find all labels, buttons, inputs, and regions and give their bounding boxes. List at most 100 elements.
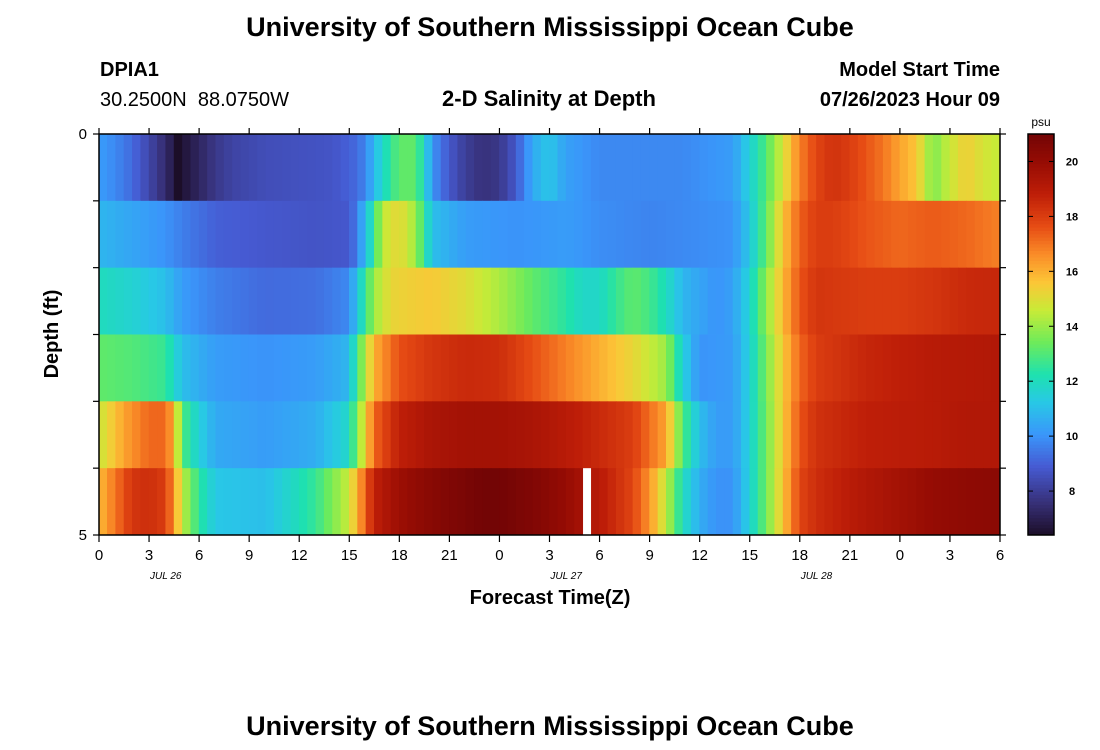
- heatmap-cell: [240, 134, 250, 202]
- heatmap-cell: [265, 334, 275, 402]
- colorbar-swatch: [1028, 164, 1054, 168]
- heatmap-cell: [282, 267, 292, 335]
- heatmap-cell: [782, 468, 792, 536]
- heatmap-cell: [440, 267, 450, 335]
- heatmap-cell: [691, 200, 700, 269]
- colorbar-swatch: [1028, 341, 1054, 346]
- heatmap-cell: [198, 267, 208, 335]
- heatmap-cell: [232, 401, 242, 469]
- heatmap-cell: [657, 134, 667, 202]
- heatmap-cell: [190, 267, 200, 335]
- colorbar-swatch: [1028, 227, 1054, 232]
- heatmap-cell: [932, 267, 942, 335]
- heatmap-cell: [599, 267, 609, 335]
- heatmap-cell: [824, 134, 834, 202]
- heatmap-cell: [399, 334, 408, 402]
- heatmap-cell: [732, 267, 742, 335]
- heatmap-cell: [983, 200, 992, 269]
- colorbar-swatch: [1028, 214, 1054, 219]
- heatmap-cell: [716, 334, 725, 402]
- heatmap-cell: [190, 468, 200, 536]
- heatmap-cell: [590, 267, 600, 335]
- heatmap-cell: [482, 267, 492, 335]
- heatmap-cell: [974, 468, 984, 536]
- heatmap-cell: [899, 267, 909, 335]
- heatmap-cell: [465, 468, 475, 536]
- heatmap-cell: [432, 468, 442, 536]
- heatmap-cell: [874, 334, 884, 402]
- heatmap-cell: [399, 200, 408, 269]
- heatmap-cell: [123, 134, 133, 202]
- heatmap-cell: [741, 200, 751, 269]
- heatmap-cell: [273, 401, 283, 469]
- heatmap-cell: [490, 401, 500, 469]
- heatmap-cell: [574, 468, 584, 536]
- heatmap-cell: [298, 200, 308, 269]
- heatmap-cell: [182, 334, 192, 402]
- heatmap-cell: [357, 200, 367, 269]
- heatmap-cell: [816, 468, 826, 536]
- heatmap-cell: [649, 134, 659, 202]
- heatmap-cell: [799, 200, 809, 269]
- heatmap-cell: [265, 401, 275, 469]
- heatmap-cell: [140, 134, 150, 202]
- heatmap-cell: [432, 401, 442, 469]
- heatmap-cell: [983, 134, 992, 202]
- colorbar-swatch: [1028, 240, 1054, 245]
- heatmap-cell: [374, 267, 383, 335]
- x-axis-label: Forecast Time(Z): [470, 587, 631, 609]
- heatmap-cell: [666, 401, 675, 469]
- heatmap-cell: [649, 468, 659, 536]
- heatmap-cell: [424, 468, 433, 536]
- heatmap-cell: [841, 200, 851, 269]
- heatmap-cell: [941, 468, 951, 536]
- colorbar-swatch: [1028, 401, 1054, 406]
- colorbar-swatch: [1028, 244, 1054, 249]
- footer-title: University of Southern Mississippi Ocean…: [246, 711, 854, 741]
- heatmap-cell: [724, 134, 734, 202]
- heatmap-cell: [549, 401, 559, 469]
- colorbar-swatch: [1028, 424, 1054, 429]
- heatmap-cell: [524, 267, 534, 335]
- heatmap-cell: [732, 334, 742, 402]
- heatmap-cell: [766, 134, 776, 202]
- colorbar-swatch: [1028, 414, 1054, 419]
- heatmap-cell: [682, 468, 692, 536]
- heatmap-cell: [657, 267, 667, 335]
- heatmap-cell: [632, 134, 642, 202]
- heatmap-cell: [824, 468, 834, 536]
- y-tick-label: 0: [79, 126, 87, 143]
- heatmap-cell: [98, 401, 108, 469]
- heatmap-cell: [532, 267, 542, 335]
- heatmap-cell: [307, 200, 317, 269]
- heatmap-cell: [357, 468, 367, 536]
- heatmap-cell: [140, 401, 150, 469]
- heatmap-cell: [165, 200, 175, 269]
- colorbar-swatch: [1028, 167, 1054, 172]
- heatmap-cell: [807, 401, 817, 469]
- heatmap-cell: [265, 267, 275, 335]
- colorbar-swatch: [1028, 297, 1054, 302]
- x-tick-label: 9: [645, 547, 653, 564]
- heatmap-cell: [207, 334, 217, 402]
- heatmap-cell: [407, 468, 417, 536]
- colorbar-swatch: [1028, 264, 1054, 269]
- heatmap-cell: [674, 334, 684, 402]
- heatmap-cell: [240, 200, 250, 269]
- heatmap-cell: [916, 334, 926, 402]
- colorbar-swatch: [1028, 250, 1054, 255]
- heatmap-cell: [465, 134, 475, 202]
- colorbar-swatch: [1028, 498, 1054, 503]
- heatmap-cell: [849, 468, 859, 536]
- heatmap-cell: [707, 134, 717, 202]
- heatmap-cell: [757, 334, 767, 402]
- heatmap-cell: [699, 401, 709, 469]
- heatmap-cell: [941, 401, 951, 469]
- heatmap-cell: [132, 468, 142, 536]
- heatmap-cell: [132, 134, 142, 202]
- heatmap-cell: [207, 200, 217, 269]
- colorbar-swatch: [1028, 237, 1054, 242]
- heatmap-cell: [507, 200, 517, 269]
- heatmap-cell: [123, 200, 133, 269]
- colorbar-swatch: [1028, 511, 1054, 516]
